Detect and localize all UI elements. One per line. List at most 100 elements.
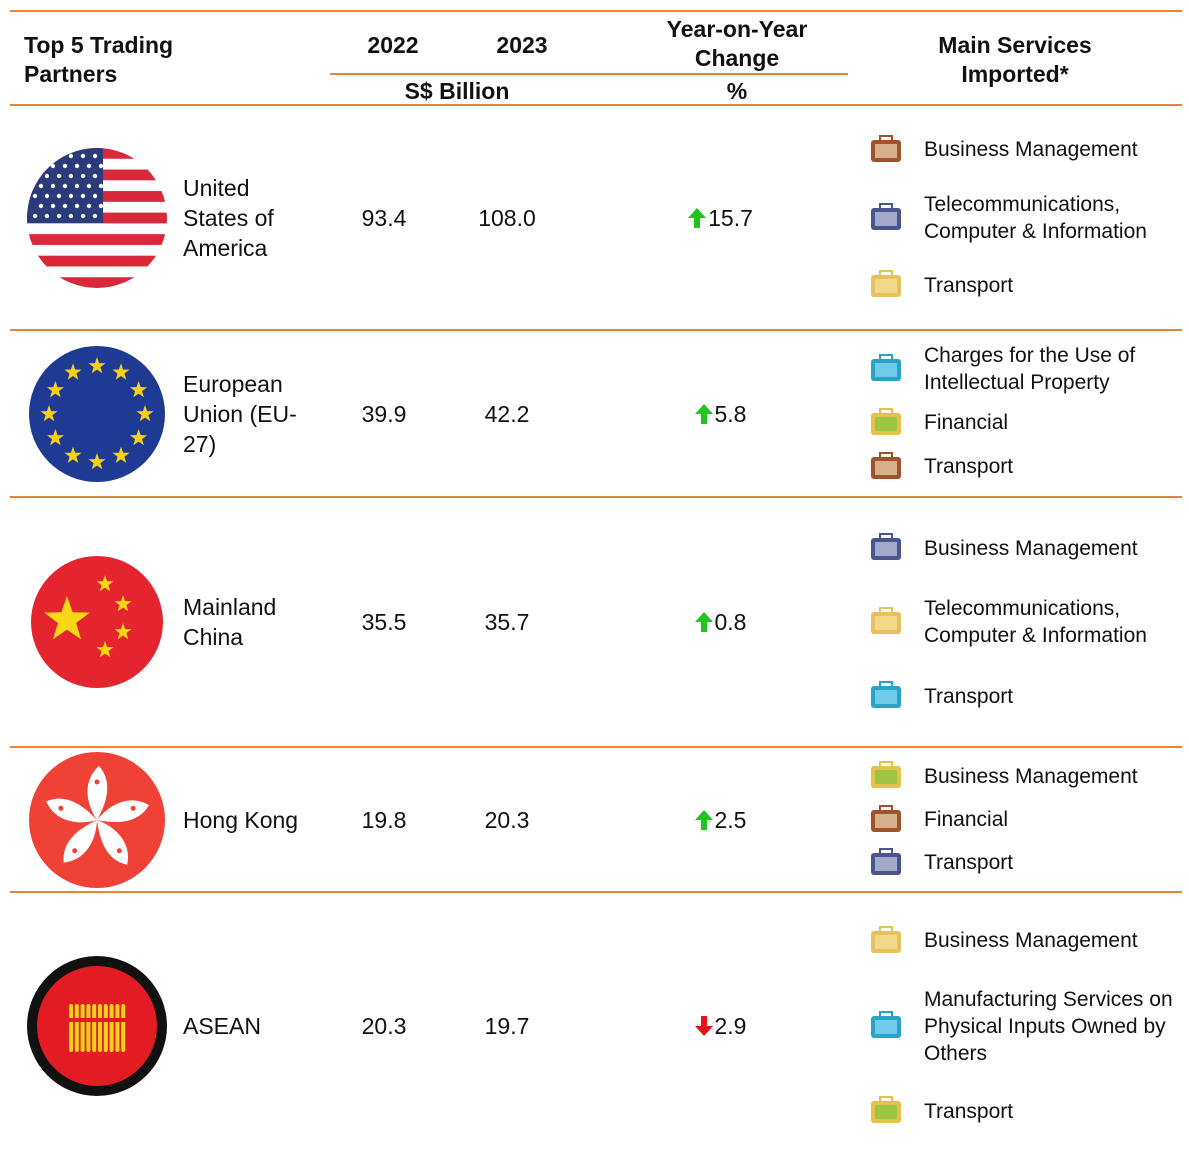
year2-header: 2023 — [496, 32, 548, 58]
change-value: 15.7 — [708, 204, 753, 231]
change-arrow — [688, 207, 707, 228]
service-name: Manufacturing Services on Physical Input… — [924, 987, 1173, 1065]
service-item: Telecommunications, Computer & Informati… — [868, 595, 1186, 649]
partner-name: ASEAN — [183, 1013, 261, 1039]
value-2023: 108.0 — [478, 204, 536, 231]
services: Business Management Telecommunications, C… — [868, 109, 1186, 326]
service-icon — [871, 407, 901, 435]
value-2022: 93.4 — [361, 204, 407, 231]
header-rule — [10, 104, 1182, 106]
row-rule — [10, 329, 1182, 331]
service-icon — [871, 761, 901, 789]
service-item: Telecommunications, Computer & Informati… — [868, 191, 1186, 245]
service-item: Transport — [868, 678, 1186, 714]
value-2022: 20.3 — [361, 1013, 407, 1039]
service-icon — [871, 847, 901, 875]
services: Business Management Financial Transport — [868, 751, 1186, 888]
service-name: Business Management — [924, 764, 1138, 788]
service-item: Business Management — [868, 758, 1186, 794]
service-icon — [871, 1096, 901, 1124]
change-arrow — [694, 1016, 713, 1036]
change-value: 5.8 — [714, 400, 747, 427]
row-rule — [10, 496, 1182, 498]
row-rule — [10, 891, 1182, 893]
service-icon — [871, 804, 901, 832]
partner-name: Hong Kong — [183, 806, 299, 833]
services: Business Management Telecommunications, C… — [868, 501, 1186, 743]
service-icon — [871, 1011, 901, 1038]
partner-name: Mainland China — [183, 594, 277, 650]
service-item: Transport — [868, 449, 1186, 485]
service-item: Financial — [868, 405, 1186, 441]
service-name: Telecommunications, Computer & Informati… — [924, 597, 1147, 647]
service-name: Business Management — [924, 138, 1138, 162]
change-unit: % — [726, 78, 748, 104]
change-header: Year-on-Year Change — [666, 16, 808, 71]
flag — [27, 956, 167, 1096]
service-icon — [871, 607, 901, 634]
change-arrow — [694, 809, 713, 830]
value-2022: 35.5 — [361, 609, 407, 635]
service-icon — [871, 134, 901, 162]
service-name: Transport — [924, 1099, 1014, 1123]
service-icon — [871, 202, 901, 230]
change: 2.5 — [640, 747, 800, 892]
flag — [29, 751, 165, 888]
service-icon — [871, 354, 901, 382]
partner-name: United States of America — [183, 174, 274, 261]
change-value: 2.9 — [714, 1013, 747, 1039]
service-name: Transport — [924, 273, 1014, 297]
change-value: 0.8 — [714, 609, 747, 635]
services: Business Management Manufacturing Service… — [868, 896, 1186, 1156]
partner-header: Top 5 Trading Partners — [24, 32, 174, 87]
value-2023: 20.3 — [484, 806, 530, 833]
service-icon — [871, 533, 901, 560]
services: Charges for the Use of Intellectual Prop… — [868, 334, 1186, 493]
value-2023: 42.2 — [484, 400, 530, 427]
service-item: Transport — [868, 267, 1186, 303]
service-item: Financial — [868, 802, 1186, 838]
change: 2.9 — [640, 892, 800, 1160]
service-item: Manufacturing Services on Physical Input… — [868, 986, 1186, 1067]
service-name: Telecommunications, Computer & Informati… — [924, 192, 1147, 243]
service-name: Charges for the Use of Intellectual Prop… — [924, 344, 1136, 395]
change-value: 2.5 — [714, 806, 747, 833]
service-item: Charges for the Use of Intellectual Prop… — [868, 342, 1186, 396]
service-item: Transport — [868, 845, 1186, 881]
change: 5.8 — [640, 330, 800, 497]
service-item: Business Management — [868, 530, 1186, 566]
service-icon — [871, 270, 901, 298]
service-item: Business Management — [868, 132, 1186, 168]
service-name: Business Management — [924, 536, 1138, 560]
change: 0.8 — [640, 497, 800, 747]
top-rule — [10, 10, 1182, 12]
partner-name: European Union (EU-27) — [183, 370, 297, 457]
value-2023: 35.7 — [484, 609, 530, 635]
service-icon — [871, 925, 901, 953]
year1-header: 2022 — [367, 32, 419, 58]
change-arrow — [694, 403, 713, 424]
flag — [29, 345, 165, 482]
service-item: Transport — [868, 1093, 1186, 1129]
value-2022: 19.8 — [361, 806, 407, 833]
service-icon — [871, 681, 901, 708]
service-name: Financial — [924, 411, 1009, 434]
unit-rule — [330, 73, 848, 75]
service-item: Business Management — [868, 923, 1186, 959]
service-name: Business Management — [924, 929, 1138, 953]
service-name: Financial — [924, 808, 1009, 831]
change-arrow — [694, 612, 713, 632]
service-name: Transport — [924, 455, 1014, 479]
service-name: Transport — [924, 684, 1014, 708]
value-unit: S$ Billion — [404, 78, 510, 104]
change: 15.7 — [640, 105, 800, 330]
row-rule — [10, 746, 1182, 748]
services-header: Main Services Imported* — [938, 32, 1092, 87]
flag — [31, 556, 163, 688]
flag — [27, 147, 167, 288]
value-2023: 19.7 — [484, 1013, 530, 1039]
value-2022: 39.9 — [361, 400, 407, 427]
service-name: Transport — [924, 851, 1014, 875]
service-icon — [871, 451, 901, 479]
